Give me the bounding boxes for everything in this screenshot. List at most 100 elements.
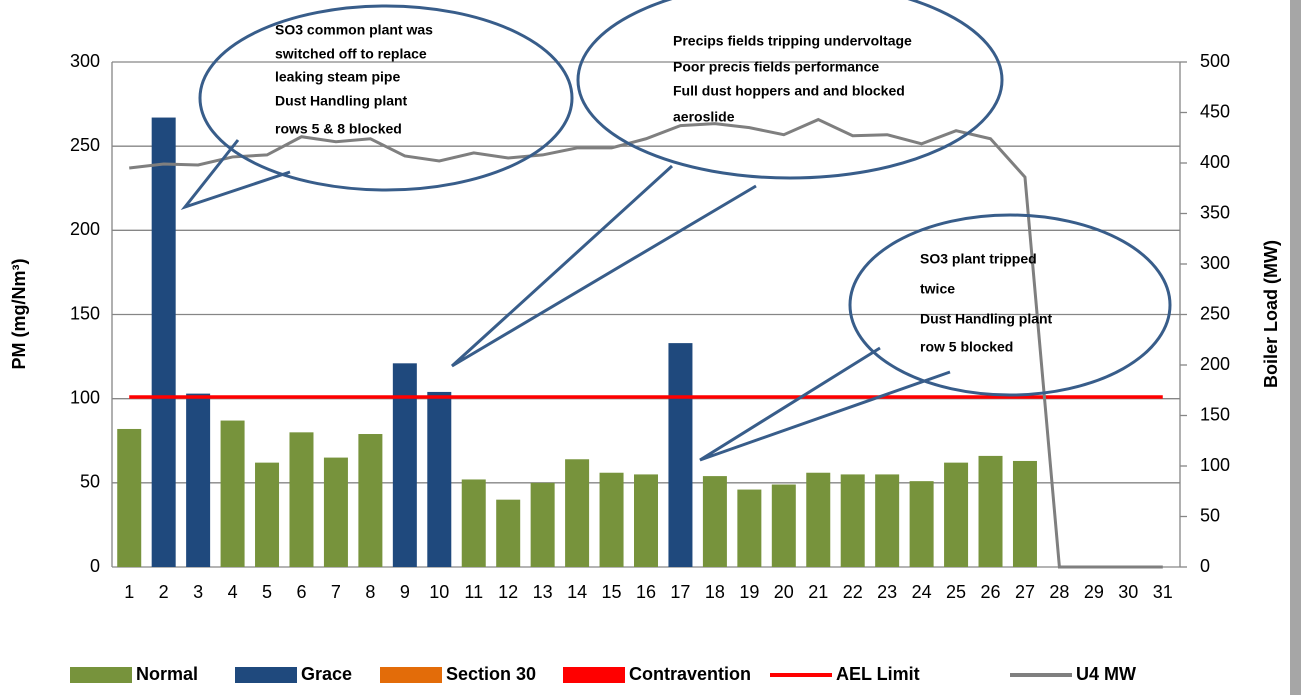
- legend-swatch: [70, 667, 132, 683]
- bar: [323, 457, 348, 567]
- bar: [909, 481, 934, 567]
- y-axis-label: PM (mg/Nm³): [9, 259, 29, 370]
- bar: [186, 393, 211, 567]
- annotation-text: Poor precis fields performance: [673, 59, 879, 75]
- y2-tick-label: 300: [1200, 253, 1230, 273]
- y2-tick-label: 50: [1200, 505, 1220, 525]
- y-tick-label: 150: [70, 303, 100, 323]
- y-tick-label: 200: [70, 219, 100, 239]
- x-tick-label: 7: [331, 582, 341, 602]
- x-tick-label: 14: [567, 582, 587, 602]
- legend-label: U4 MW: [1076, 664, 1136, 684]
- bar: [427, 391, 452, 567]
- annotation-text: SO3 plant tripped: [920, 251, 1037, 267]
- x-tick-label: 21: [808, 582, 828, 602]
- x-tick-label: 25: [946, 582, 966, 602]
- x-tick-label: 10: [429, 582, 449, 602]
- y2-tick-label: 400: [1200, 152, 1230, 172]
- bar: [875, 474, 900, 567]
- y-tick-label: 100: [70, 387, 100, 407]
- x-tick-label: 5: [262, 582, 272, 602]
- x-tick-label: 4: [228, 582, 238, 602]
- y2-tick-label: 100: [1200, 455, 1230, 475]
- y-tick-label: 250: [70, 135, 100, 155]
- x-tick-label: 16: [636, 582, 656, 602]
- bar: [220, 420, 245, 567]
- bar: [806, 472, 831, 567]
- x-tick-label: 15: [602, 582, 622, 602]
- y2-tick-label: 0: [1200, 556, 1210, 576]
- x-tick-label: 8: [365, 582, 375, 602]
- x-tick-label: 23: [877, 582, 897, 602]
- x-tick-label: 30: [1118, 582, 1138, 602]
- y2-tick-label: 200: [1200, 354, 1230, 374]
- bar: [737, 489, 762, 567]
- y-tick-label: 300: [70, 51, 100, 71]
- legend-swatch: [563, 667, 625, 683]
- x-tick-label: 3: [193, 582, 203, 602]
- annotation-text: rows 5 & 8 blocked: [275, 121, 402, 137]
- legend-label: Contravention: [629, 664, 751, 684]
- x-tick-label: 11: [464, 582, 483, 602]
- annotation-text: leaking steam pipe: [275, 69, 400, 85]
- y-tick-label: 0: [90, 556, 100, 576]
- annotation-text: SO3 common plant was: [275, 22, 433, 38]
- annotation-text: Precips fields tripping undervoltage: [673, 33, 912, 49]
- bar: [668, 343, 693, 567]
- side-strip: [1290, 0, 1301, 695]
- callout-tail: [699, 346, 951, 462]
- x-tick-label: 20: [774, 582, 794, 602]
- bar: [634, 474, 658, 567]
- x-tick-label: 26: [981, 582, 1001, 602]
- x-tick-label: 17: [670, 582, 690, 602]
- x-tick-label: 27: [1015, 582, 1035, 602]
- annotation-text: Dust Handling plant: [275, 93, 408, 109]
- legend-swatch: [380, 667, 442, 683]
- callout: [848, 213, 1172, 397]
- y-tick-label: 50: [80, 472, 100, 492]
- x-tick-label: 29: [1084, 582, 1104, 602]
- callout: [576, 0, 1004, 180]
- callouts: [180, 0, 1172, 462]
- bar: [530, 482, 555, 567]
- x-tick-label: 18: [705, 582, 725, 602]
- annotation-text: Dust Handling plant: [920, 311, 1053, 327]
- bar: [702, 476, 727, 567]
- bar: [496, 499, 521, 567]
- bar: [599, 472, 624, 567]
- bar: [771, 484, 796, 567]
- callout: [198, 4, 574, 192]
- annotation-text: row 5 blocked: [920, 339, 1013, 355]
- legend-swatch: [235, 667, 297, 683]
- bar: [944, 462, 969, 567]
- bar: [565, 459, 590, 567]
- y2-tick-label: 450: [1200, 101, 1230, 121]
- legend-label: Section 30: [446, 664, 536, 684]
- bar: [117, 428, 142, 567]
- callout-tail: [180, 139, 291, 211]
- x-tick-label: 12: [498, 582, 518, 602]
- bar: [255, 462, 280, 567]
- line: [129, 117, 1163, 569]
- callout-tail: [450, 164, 757, 368]
- x-tick-label: 1: [124, 582, 134, 602]
- annotation-text: switched off to replace: [275, 46, 427, 62]
- bar: [978, 455, 1003, 567]
- bar: [151, 117, 176, 568]
- x-tick-label: 9: [400, 582, 410, 602]
- y2-tick-label: 150: [1200, 404, 1230, 424]
- bar: [461, 479, 486, 567]
- bar: [1012, 460, 1037, 567]
- x-tick-label: 2: [159, 582, 169, 602]
- legend-label: Normal: [136, 664, 198, 684]
- legend-label: AEL Limit: [836, 664, 920, 684]
- y2-tick-label: 250: [1200, 303, 1230, 323]
- annotation-text: aeroslide: [673, 109, 735, 125]
- annotation-text: Full dust hoppers and and blocked: [673, 83, 905, 99]
- x-tick-label: 19: [739, 582, 759, 602]
- x-tick-label: 6: [296, 582, 306, 602]
- x-tick-label: 31: [1153, 582, 1173, 602]
- bar: [358, 434, 383, 567]
- y2-axis-label: Boiler Load (MW): [1261, 240, 1281, 388]
